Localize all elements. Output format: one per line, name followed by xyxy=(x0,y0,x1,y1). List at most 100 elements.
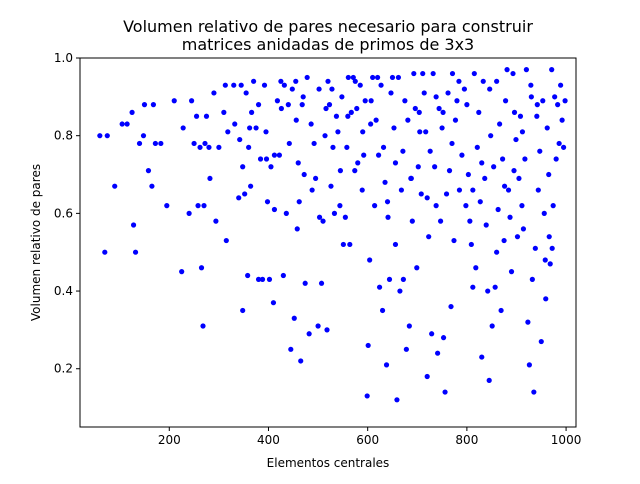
data-point xyxy=(291,315,297,321)
data-point xyxy=(257,156,264,162)
data-point xyxy=(318,280,325,286)
data-point xyxy=(259,276,266,282)
data-point xyxy=(442,389,448,395)
data-point xyxy=(550,203,556,209)
data-point xyxy=(495,206,501,213)
data-point xyxy=(191,140,197,147)
data-point xyxy=(302,280,308,286)
data-point xyxy=(470,187,476,193)
data-point xyxy=(451,237,457,244)
data-point xyxy=(488,133,494,139)
data-point xyxy=(368,98,374,104)
data-point xyxy=(295,160,301,166)
data-point xyxy=(540,98,546,104)
data-point xyxy=(311,140,317,147)
data-point xyxy=(511,168,517,174)
data-point xyxy=(412,105,418,112)
data-point xyxy=(301,171,307,178)
data-point xyxy=(335,129,341,135)
y-axis-label: Volumen relativo de pares xyxy=(29,164,43,321)
data-point xyxy=(368,121,374,127)
data-point xyxy=(149,183,155,189)
data-point xyxy=(547,261,553,267)
data-point xyxy=(456,187,463,193)
data-point xyxy=(278,105,284,112)
data-point xyxy=(541,210,547,216)
data-point xyxy=(145,168,152,174)
data-point xyxy=(362,98,368,104)
data-point xyxy=(313,175,319,182)
data-point xyxy=(243,90,249,96)
data-point xyxy=(337,168,343,174)
data-point xyxy=(240,164,246,170)
data-point xyxy=(454,98,460,104)
data-point xyxy=(281,82,287,88)
data-point xyxy=(380,144,387,150)
data-point xyxy=(207,175,213,182)
data-point xyxy=(386,276,393,282)
data-point xyxy=(449,70,456,77)
data-point xyxy=(448,303,454,310)
data-point xyxy=(467,218,473,224)
data-point xyxy=(373,117,379,123)
data-point xyxy=(435,350,441,356)
data-point xyxy=(526,362,532,368)
data-point xyxy=(479,160,485,166)
data-point xyxy=(124,121,130,127)
data-point xyxy=(266,276,273,282)
data-point xyxy=(400,276,406,282)
data-point xyxy=(415,164,421,170)
data-point xyxy=(414,265,420,271)
data-point xyxy=(253,125,259,131)
data-point xyxy=(417,129,423,135)
data-point xyxy=(424,373,430,380)
data-point xyxy=(505,187,512,193)
data-point xyxy=(278,78,284,84)
data-point xyxy=(494,249,500,255)
data-point xyxy=(213,218,219,224)
data-point xyxy=(485,288,491,294)
data-point xyxy=(511,109,518,115)
data-point xyxy=(398,187,405,193)
data-point xyxy=(236,195,242,201)
data-point xyxy=(249,109,255,115)
data-point xyxy=(97,133,103,139)
data-point xyxy=(348,109,354,115)
data-point xyxy=(516,175,522,182)
data-point xyxy=(411,70,417,77)
data-point xyxy=(202,140,208,147)
data-point xyxy=(531,389,537,395)
data-point xyxy=(345,74,351,81)
data-point xyxy=(129,109,135,115)
data-point xyxy=(420,70,426,77)
data-point xyxy=(553,156,559,162)
data-point xyxy=(331,210,338,216)
data-point xyxy=(141,102,148,108)
data-point xyxy=(345,113,351,119)
data-point xyxy=(268,164,274,170)
data-point xyxy=(437,218,444,224)
data-point xyxy=(456,78,462,84)
data-point xyxy=(538,338,544,345)
data-point xyxy=(158,140,164,147)
data-point xyxy=(517,113,524,119)
data-point xyxy=(544,125,550,131)
data-point xyxy=(140,133,147,139)
data-point xyxy=(364,393,370,399)
data-point xyxy=(357,82,363,88)
data-point xyxy=(274,98,281,104)
data-point xyxy=(556,140,562,147)
x-tick-label: 200 xyxy=(158,433,181,447)
data-point xyxy=(532,245,538,251)
data-point xyxy=(240,307,246,314)
data-point xyxy=(342,214,348,220)
data-point xyxy=(350,74,356,81)
data-point xyxy=(552,94,558,100)
data-point xyxy=(433,94,439,100)
data-point xyxy=(221,109,227,115)
data-point xyxy=(514,234,521,240)
data-point xyxy=(388,90,394,96)
data-point xyxy=(501,237,507,244)
data-point xyxy=(323,105,329,112)
data-point xyxy=(322,133,328,139)
